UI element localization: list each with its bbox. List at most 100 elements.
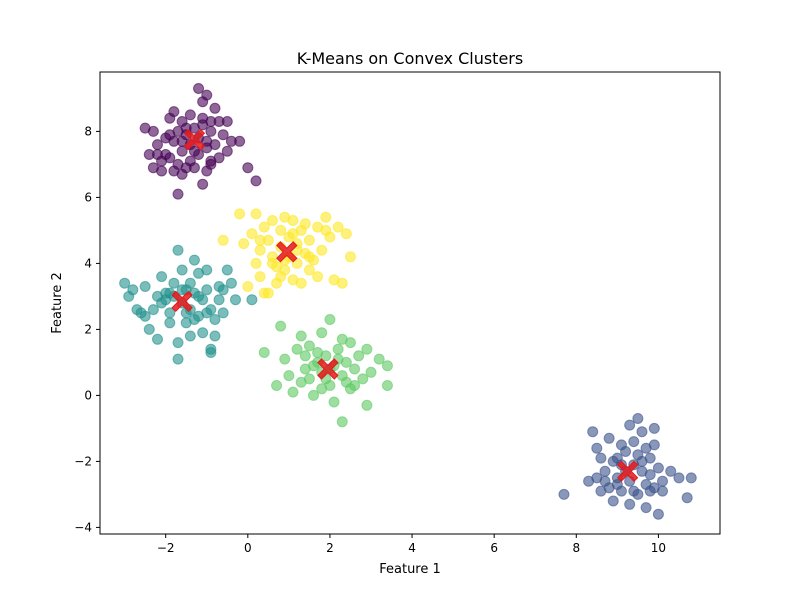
y-tick-label: −2 (74, 454, 92, 468)
cluster-1-point (640, 442, 652, 454)
cluster-1-point (685, 472, 697, 484)
cluster-1-point (636, 455, 648, 467)
x-tick-label: 6 (490, 541, 498, 555)
cluster-0-point (151, 139, 163, 151)
cluster-4-point (258, 221, 270, 233)
cluster-2-point (151, 290, 163, 302)
cluster-1-point (587, 426, 599, 438)
cluster-3-point (381, 360, 393, 372)
cluster-2-point (213, 281, 225, 292)
cluster-3-point (349, 380, 361, 391)
cluster-2-point (184, 277, 196, 289)
cluster-4-point (234, 208, 246, 220)
cluster-4-point (254, 271, 266, 283)
cluster-4-point (242, 281, 254, 292)
y-tick-label: 2 (84, 322, 92, 336)
x-tick-label: 8 (572, 541, 580, 555)
x-tick-label: 2 (326, 541, 334, 555)
centroid-markers-layer (171, 128, 639, 483)
cluster-2-point (205, 343, 217, 355)
cluster-4-point (250, 208, 262, 220)
cluster-0-point (234, 135, 246, 147)
cluster-2-point (209, 330, 221, 342)
cluster-3-point (303, 340, 315, 352)
cluster-3-point (279, 353, 291, 365)
cluster-4-point (340, 228, 352, 240)
cluster-1-point (665, 465, 677, 477)
cluster-3-point (332, 343, 344, 355)
cluster-2-point (213, 294, 225, 306)
cluster-0-point (143, 149, 155, 160)
cluster-0-point (188, 145, 200, 157)
cluster-1-point (673, 472, 685, 484)
x-tick-label: 4 (408, 541, 416, 555)
cluster-2-point (176, 264, 188, 276)
cluster-0-point (164, 129, 176, 141)
cluster-2-point (172, 244, 184, 256)
cluster-1-point (615, 439, 627, 451)
cluster-0-point (209, 102, 221, 114)
cluster-2-point (119, 277, 131, 289)
cluster-2-point (217, 307, 229, 319)
cluster-3-point (312, 347, 324, 358)
cluster-3-point (299, 350, 311, 362)
cluster-0-point (205, 155, 217, 167)
cluster-0-point (221, 116, 233, 127)
cluster-1-point (644, 485, 656, 497)
cluster-1-point (611, 479, 623, 490)
cluster-1-point (652, 508, 664, 520)
cluster-2-point (172, 337, 184, 349)
cluster-1-point (599, 465, 611, 477)
cluster-2-point (229, 294, 241, 306)
x-tick-label: −2 (157, 541, 175, 555)
cluster-2-point (193, 290, 205, 302)
cluster-1-point (657, 485, 669, 497)
y-tick-label: 4 (84, 256, 92, 270)
cluster-4-point (250, 257, 262, 269)
cluster-2-point (135, 307, 147, 319)
cluster-0-point (193, 83, 205, 94)
cluster-3-point (373, 353, 385, 365)
cluster-4-point (316, 244, 328, 256)
cluster-2-point (168, 277, 180, 289)
cluster-3-point (361, 343, 373, 355)
cluster-0-point (172, 188, 184, 200)
cluster-1-point (624, 498, 636, 510)
cluster-3-point (283, 370, 295, 382)
cluster-0-point (205, 125, 217, 137)
cluster-3-point (295, 330, 307, 342)
cluster-4-point (303, 264, 315, 276)
cluster-4-point (336, 277, 348, 289)
cluster-2-point (246, 294, 258, 306)
cluster-4-point (217, 234, 229, 246)
cluster-1-point (607, 455, 619, 467)
cluster-1-point (558, 488, 570, 500)
y-axis-label: Feature 2 (50, 272, 65, 334)
cluster-0-point (156, 165, 168, 177)
cluster-1-point (603, 432, 615, 444)
y-tick-label: 8 (84, 124, 92, 138)
y-axis-ticks: −4 −2 0 2 4 6 8 (74, 124, 100, 534)
cluster-0-point (217, 129, 229, 141)
cluster-3-point (287, 386, 299, 398)
cluster-1-point (657, 475, 669, 487)
cluster-2-point (176, 284, 188, 296)
x-tick-label: 10 (651, 541, 666, 555)
cluster-3-point (291, 343, 303, 355)
x-axis-label: Feature 1 (379, 562, 441, 577)
cluster-2-point (209, 314, 221, 325)
cluster-1-point (632, 488, 644, 500)
cluster-0-point (201, 89, 213, 101)
cluster-0-point (201, 165, 213, 177)
cluster-4-point (266, 215, 278, 226)
cluster-1-point (591, 442, 603, 454)
cluster-2-point (188, 254, 200, 266)
cluster-3-point (258, 347, 270, 358)
cluster-3-point (271, 380, 283, 391)
cluster-0-point (242, 162, 254, 174)
cluster-4-point (275, 224, 287, 236)
cluster-3-point (308, 389, 320, 401)
cluster-2-point (151, 333, 163, 345)
